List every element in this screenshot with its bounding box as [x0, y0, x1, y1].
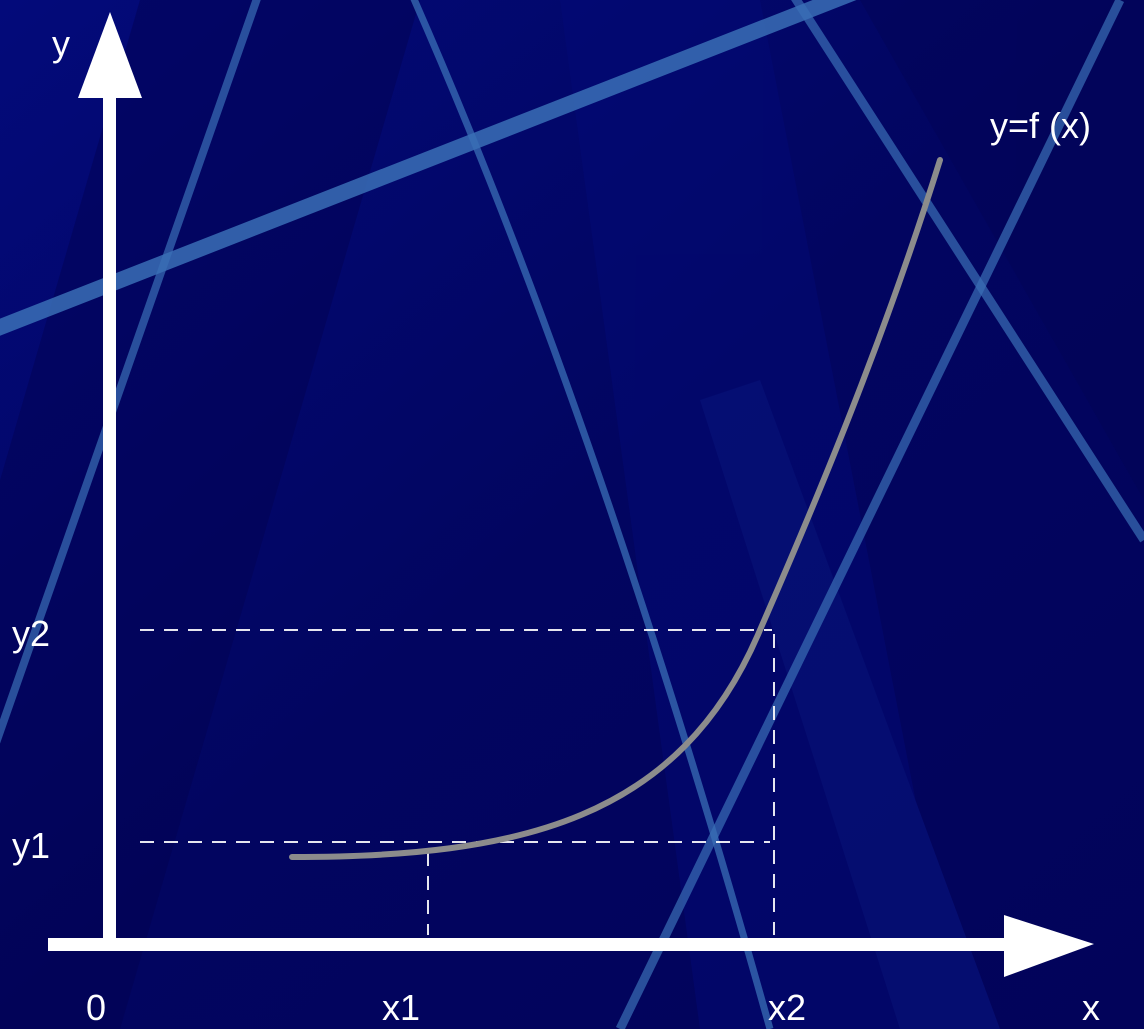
- streak-left: [0, 0, 261, 744]
- y2-label: y2: [12, 613, 50, 654]
- origin-label: 0: [86, 987, 106, 1028]
- function-curve: [289, 157, 943, 860]
- curve-label: y=f (x): [990, 105, 1091, 146]
- x1-label: x1: [382, 987, 420, 1028]
- x-axis-label: x: [1082, 987, 1100, 1028]
- streak-right-up: [615, 0, 1125, 1029]
- y-axis-arrow: [78, 12, 142, 98]
- x2-label: x2: [768, 987, 806, 1028]
- x-axis-line: [48, 938, 1016, 951]
- axes: [48, 12, 1094, 977]
- y1-label: y1: [12, 825, 50, 866]
- x-axis-arrow: [1004, 915, 1094, 977]
- streak-center-arc: [410, 0, 774, 1029]
- guide-lines: [140, 629, 775, 935]
- streak-right-down: [791, 0, 1144, 543]
- streak-wide-diagonal: [0, 0, 857, 336]
- y-axis-line: [103, 92, 116, 944]
- y-axis-label: y: [52, 23, 70, 64]
